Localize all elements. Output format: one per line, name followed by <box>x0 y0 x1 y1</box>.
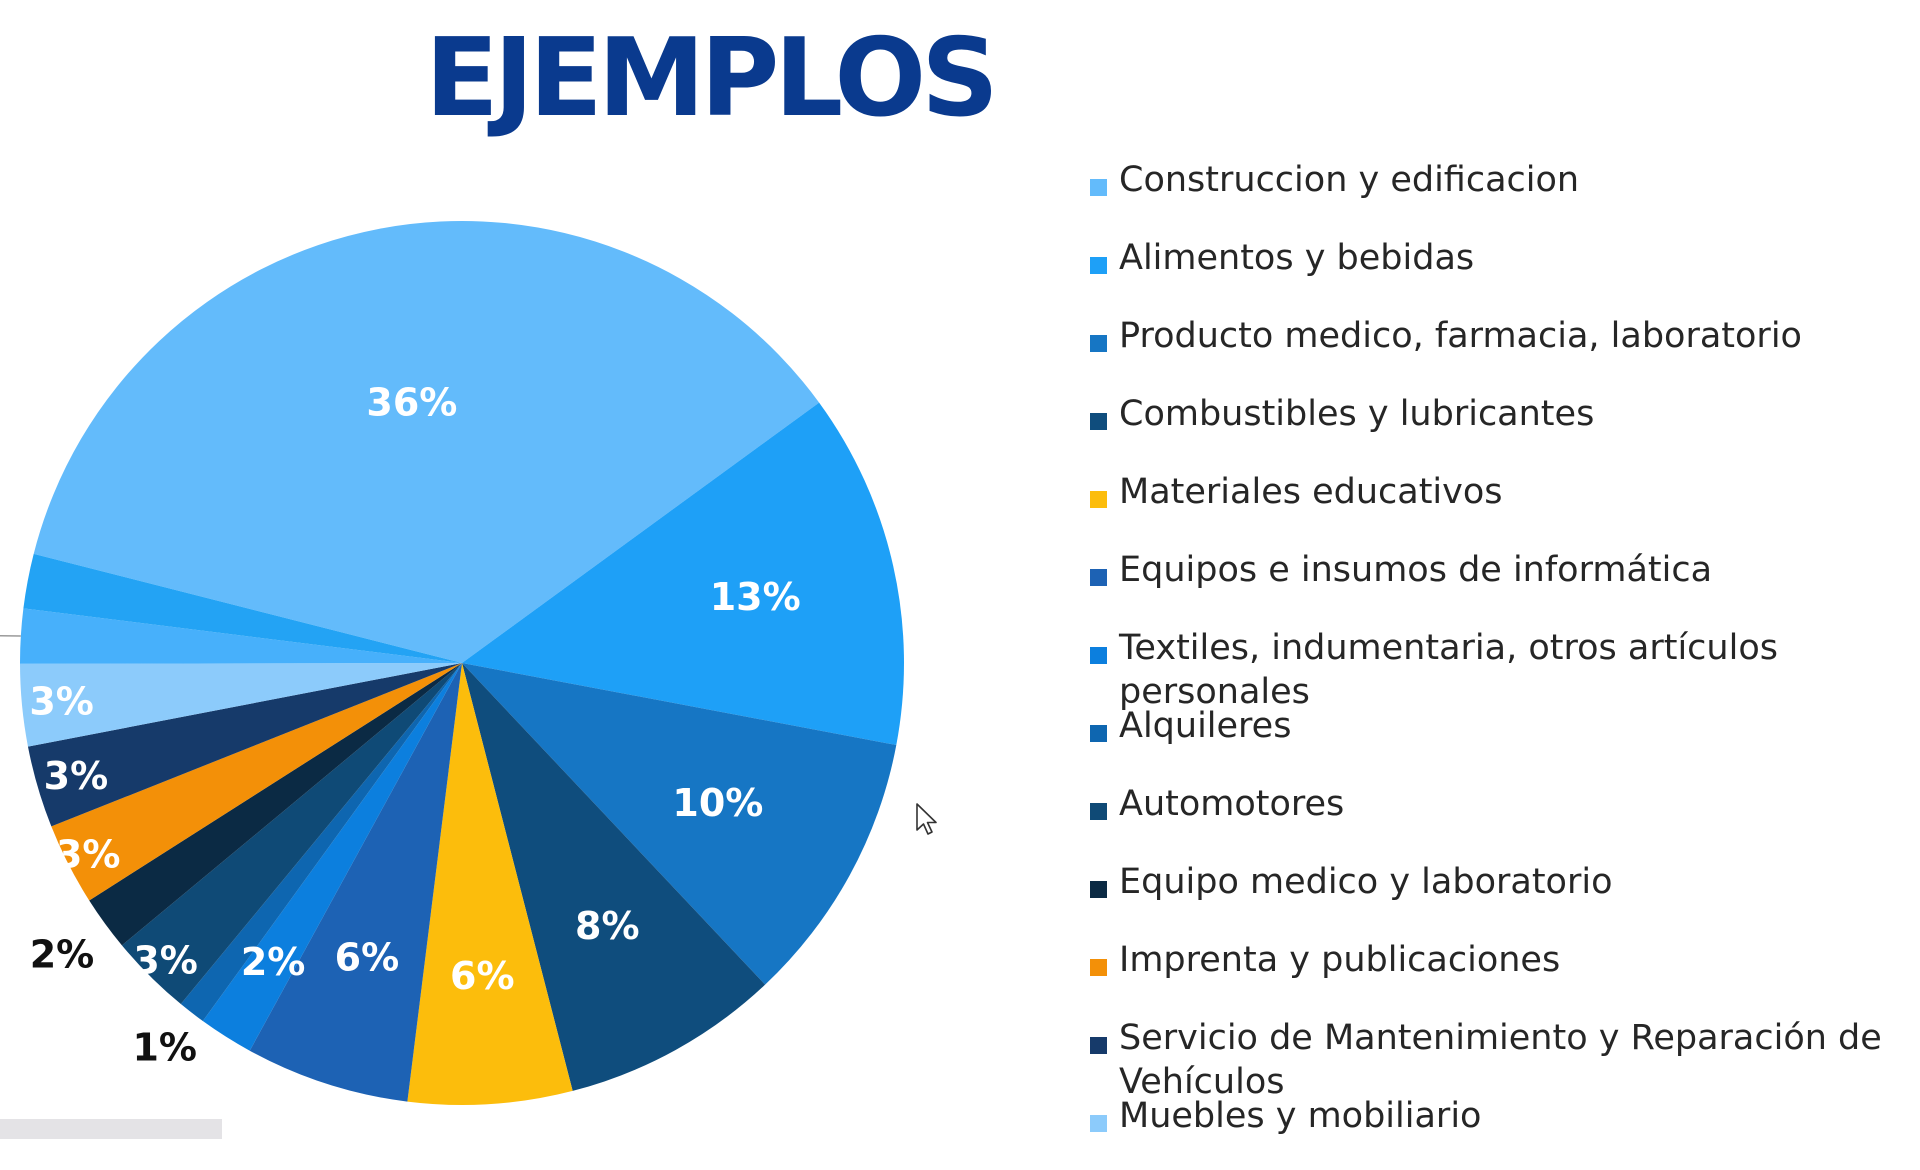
pie-slice-label: 3% <box>29 680 94 724</box>
legend-item: Servicio de Mantenimiento y Reparación d… <box>1090 1016 1900 1104</box>
pie-slice <box>202 663 462 1051</box>
legend-swatch <box>1090 1115 1107 1132</box>
pie-slice <box>33 221 820 664</box>
legend-swatch <box>1090 803 1107 820</box>
legend-swatch <box>1090 1037 1107 1054</box>
pie-slice-label: 36% <box>366 381 457 425</box>
legend-item: Equipo medico y laboratorio <box>1090 860 1900 904</box>
legend-label: Textiles, indumentaria, otros artículos … <box>1119 628 1778 712</box>
pie-slice-label: 1% <box>132 1026 197 1070</box>
pie-slice-label: 6% <box>335 935 400 979</box>
legend-item: Construccion y edificacion <box>1090 158 1900 202</box>
legend-item: Imprenta y publicaciones <box>1090 938 1900 982</box>
legend-label: Materiales educativos <box>1119 472 1503 512</box>
pie-slice-label: 3% <box>133 938 198 982</box>
pie-slice-label: 6% <box>450 954 515 998</box>
legend-swatch <box>1090 179 1107 196</box>
legend-label: Combustibles y lubricantes <box>1119 394 1595 434</box>
pie-slice <box>89 663 462 946</box>
pie-slice-label: 10% <box>672 781 763 825</box>
legend-swatch <box>1090 569 1107 586</box>
legend-swatch <box>1090 725 1107 742</box>
legend-label: Producto medico, farmacia, laboratorio <box>1119 316 1802 356</box>
pie-slice <box>23 553 462 663</box>
legend-item: Textiles, indumentaria, otros artículos … <box>1090 626 1900 714</box>
legend-label: Automotores <box>1119 784 1345 824</box>
legend-label: Servicio de Mantenimiento y Reparación d… <box>1119 1018 1882 1102</box>
scroll-bar <box>0 1119 222 1139</box>
legend-swatch <box>1090 335 1107 352</box>
legend-label: Equipo medico y laboratorio <box>1119 862 1613 902</box>
legend-swatch <box>1090 881 1107 898</box>
legend-label: Alquileres <box>1119 706 1292 746</box>
pie-slice-label: 3% <box>44 754 109 798</box>
legend-item: Automotores <box>1090 782 1900 826</box>
legend-label: Imprenta y publicaciones <box>1119 940 1561 980</box>
pie-slice <box>20 663 462 747</box>
legend-swatch <box>1090 959 1107 976</box>
pie-slice <box>249 663 462 1102</box>
legend-swatch <box>1090 257 1107 274</box>
legend-label: Equipos e insumos de informática <box>1119 550 1713 590</box>
pie-slice <box>462 402 904 746</box>
label-leader-line <box>0 634 21 637</box>
pie-slice-label: 8% <box>575 904 640 948</box>
pie-slice-label: 2% <box>30 933 95 977</box>
pie-slice <box>121 663 463 1005</box>
legend-item: Equipos e insumos de informática <box>1090 548 1900 592</box>
legend-label: Alimentos y bebidas <box>1119 238 1475 278</box>
legend-item: Muebles y mobiliario <box>1090 1094 1900 1138</box>
pie-slice-label: 3% <box>56 832 121 876</box>
legend-item: Producto medico, farmacia, laboratorio <box>1090 314 1900 358</box>
pie-slice <box>180 663 462 1022</box>
page-title: EJEMPLOS <box>425 16 999 141</box>
legend-label: Construccion y edificacion <box>1119 160 1580 200</box>
pie-slice <box>19 608 462 664</box>
pie-slice <box>462 663 766 1091</box>
legend-swatch <box>1090 647 1107 664</box>
legend-item: Alimentos y bebidas <box>1090 236 1900 280</box>
legend-swatch <box>1090 413 1107 430</box>
pie-slice <box>462 663 897 985</box>
legend-item: Alquileres <box>1090 704 1900 748</box>
pie-slice <box>407 663 573 1105</box>
pie-chart: 36%13%10%8%6%6%2%1%3%2%3%3%3%2%2% <box>0 221 904 1105</box>
pie-slice-label: 13% <box>710 575 801 619</box>
pie-slice <box>51 663 462 901</box>
pie-slice <box>27 663 462 827</box>
legend-swatch <box>1090 491 1107 508</box>
legend-item: Combustibles y lubricantes <box>1090 392 1900 436</box>
mouse-pointer-icon <box>916 803 937 835</box>
legend-item: Materiales educativos <box>1090 470 1900 514</box>
legend-label: Muebles y mobiliario <box>1119 1096 1482 1136</box>
pie-slice-label: 2% <box>241 940 306 984</box>
